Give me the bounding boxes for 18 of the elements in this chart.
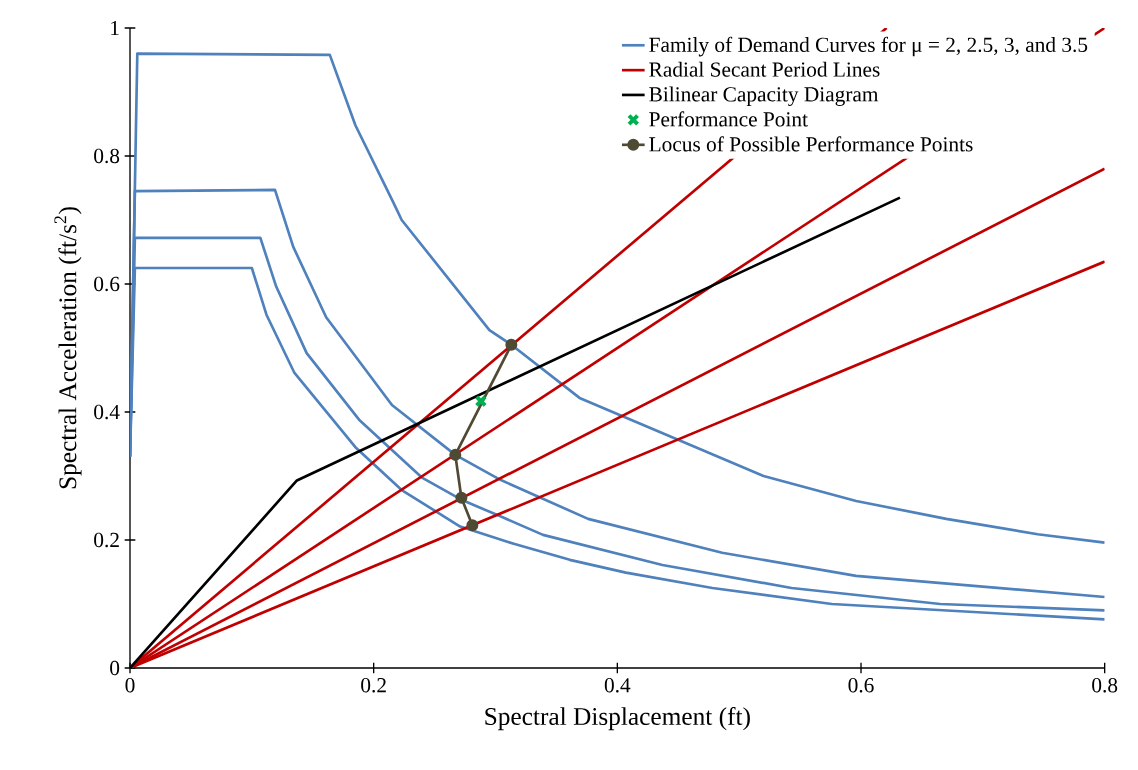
- x-tick-label: 0.8: [1092, 678, 1118, 693]
- y-tick-label: 0.2: [94, 532, 119, 548]
- legend-label: Performance Point: [649, 111, 808, 127]
- x-tick-label: 0.2: [361, 678, 386, 693]
- y-tick-label: 0.8: [94, 148, 120, 164]
- x-tick-label: 0.4: [604, 678, 631, 693]
- y-tick-label: 1: [111, 20, 119, 36]
- y-axis-title: Spectral Acceleration (ft/s$^{2}$): [54, 207, 82, 489]
- x-tick-label: 0.6: [848, 678, 874, 693]
- y-tick-label: 0.4: [94, 404, 120, 420]
- y-tick-label: 0: [110, 660, 120, 676]
- legend-label: Radial Secant Period Lines: [649, 61, 880, 77]
- x-tick-label: 0: [125, 678, 135, 693]
- legend-label: Bilinear Capacity Diagram: [649, 86, 879, 106]
- legend-label: Locus of Possible Performance Points: [649, 136, 973, 152]
- legend-label: Family of Demand Curves for μ = 2, 2.5, 3, and 3.5: [649, 36, 1088, 57]
- x-axis-title: Spectral Displacement (ft): [485, 706, 750, 731]
- y-tick-label: 0.6: [94, 276, 120, 292]
